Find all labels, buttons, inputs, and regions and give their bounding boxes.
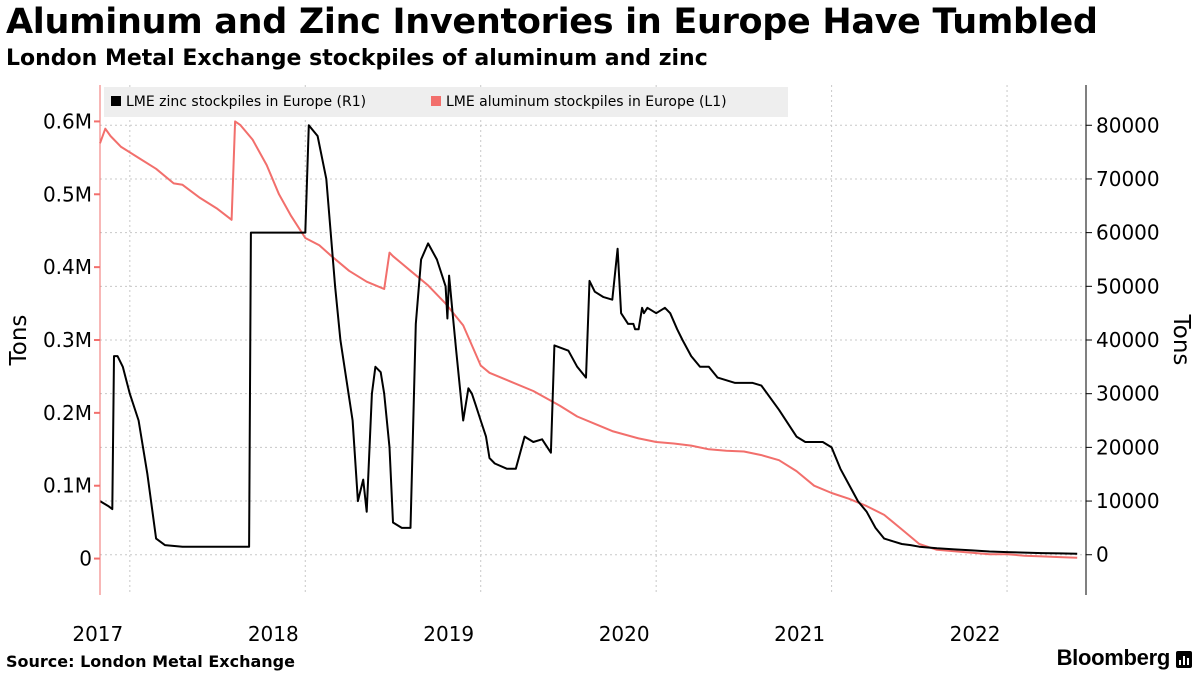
x-tick-label: 2018 (248, 622, 299, 646)
y-left-tick-label: 0.4M (43, 255, 92, 279)
bloomberg-chart-icon (1176, 651, 1192, 668)
legend-label-aluminum: LME aluminum stockpiles in Europe (L1) (446, 94, 727, 110)
y-left-tick-label: 0.1M (43, 474, 92, 498)
y-left-tick-label: 0.2M (43, 401, 92, 425)
x-tick-label: 2021 (774, 622, 825, 646)
y-left-tick-label: 0.3M (43, 328, 92, 352)
x-tick-label: 2019 (423, 622, 474, 646)
y-axis-title-left: Tons (6, 315, 32, 367)
source-note: Source: London Metal Exchange (6, 652, 295, 671)
y-right-tick-label: 60000 (1096, 221, 1160, 245)
gridlines (100, 85, 1086, 595)
y-right-tick-label: 50000 (1096, 274, 1160, 298)
axes: 0 0.1M 0.2M 0.3M 0.4M 0.5M 0.6M 0 10000 20000 3000… (43, 85, 1160, 646)
y-right-tick-label: 20000 (1096, 435, 1160, 459)
legend-swatch-aluminum (431, 96, 441, 106)
bloomberg-logo: Bloomberg (1057, 645, 1170, 671)
legend-swatch-zinc (111, 96, 121, 106)
y-right-tick-label: 30000 (1096, 382, 1160, 406)
y-right-tick-label: 80000 (1096, 113, 1160, 137)
y-right-tick-label: 40000 (1096, 328, 1160, 352)
legend-label-zinc: LME zinc stockpiles in Europe (R1) (126, 94, 366, 110)
chart-area: LME zinc stockpiles in Europe (R1) LME a… (0, 0, 1200, 675)
y-axis-title-right: Tons (1168, 314, 1194, 366)
y-left-tick-label: 0.6M (43, 109, 92, 133)
y-right-tick-label: 0 (1096, 543, 1109, 567)
y-left-tick-label: 0 (79, 547, 92, 571)
x-tick-label: 2022 (950, 622, 1001, 646)
y-right-tick-label: 10000 (1096, 489, 1160, 513)
y-right-tick-label: 70000 (1096, 167, 1160, 191)
x-tick-label: 2017 (72, 622, 123, 646)
x-tick-label: 2020 (599, 622, 650, 646)
y-left-tick-label: 0.5M (43, 182, 92, 206)
